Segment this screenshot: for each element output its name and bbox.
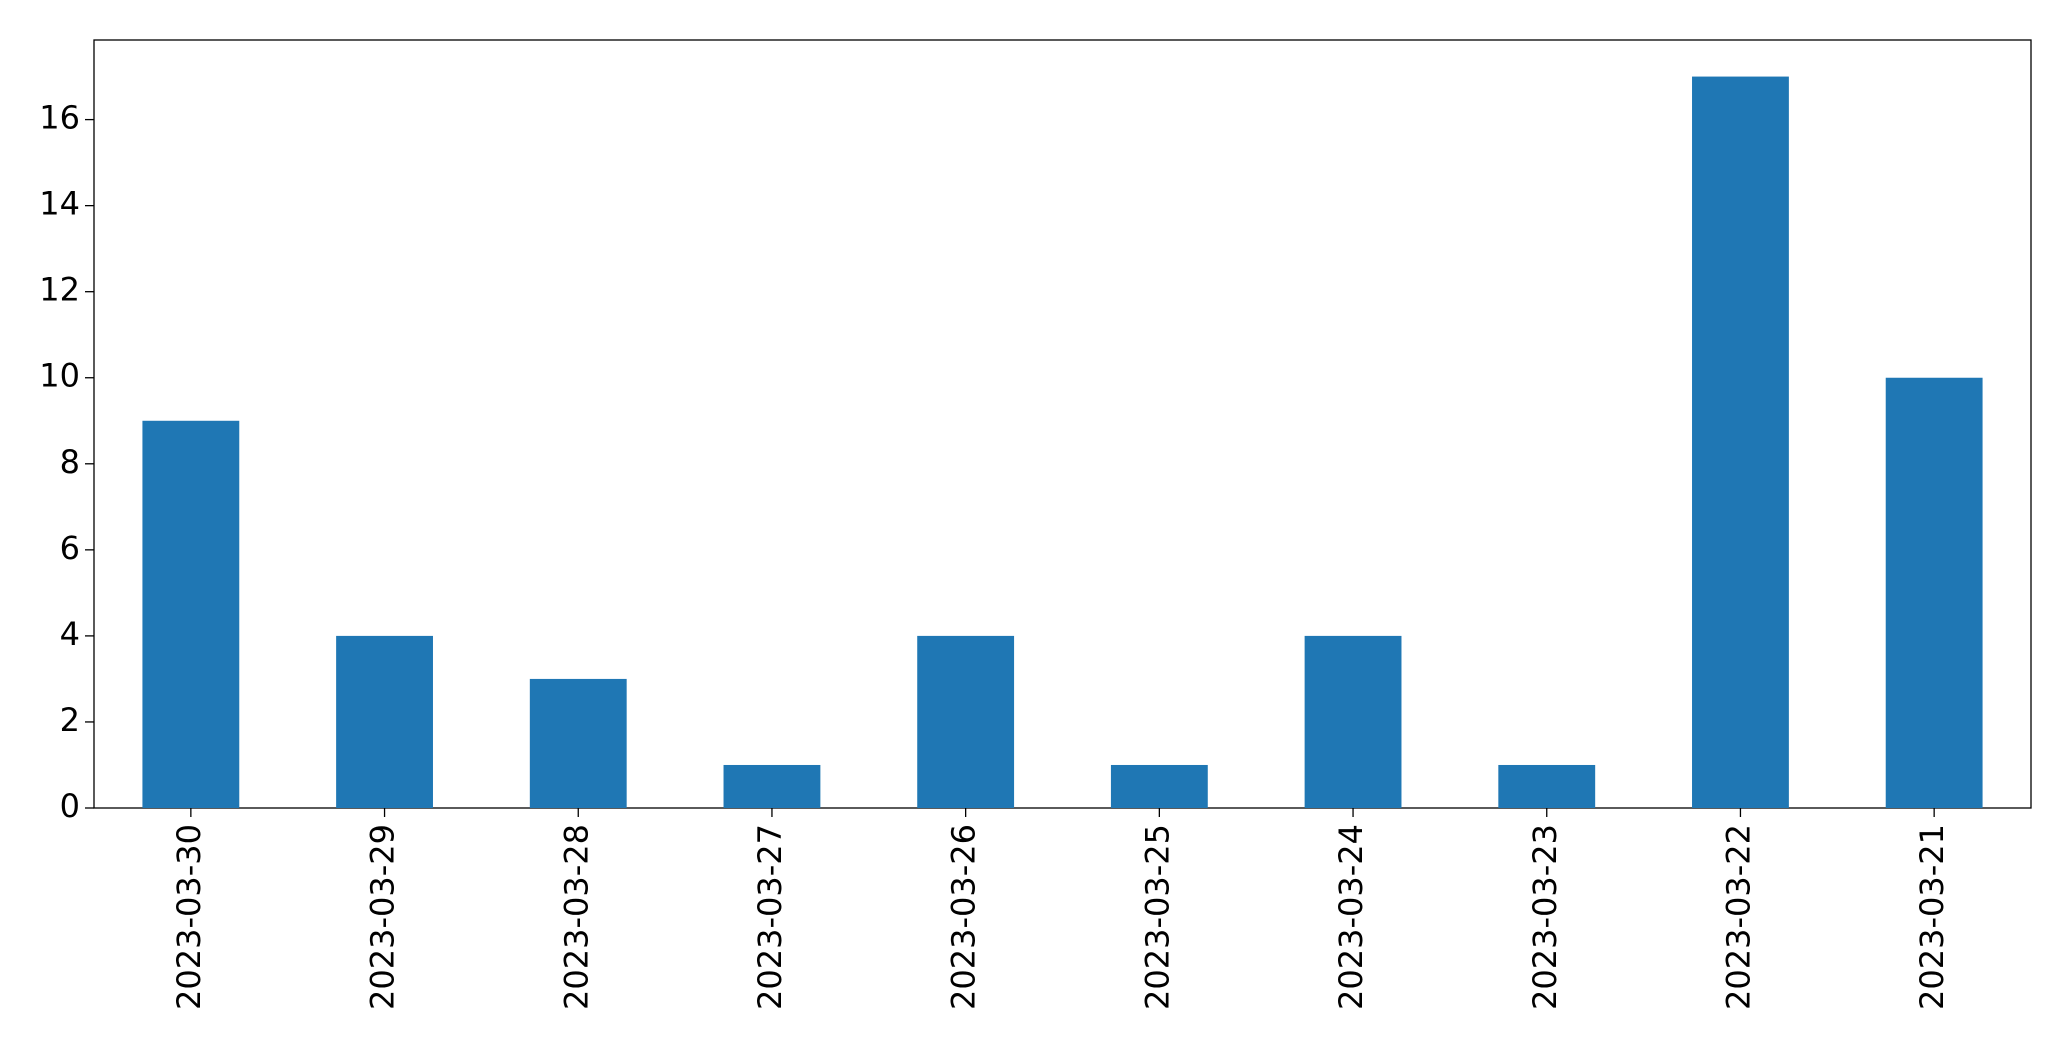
x-tick-label: 2023-03-29	[364, 824, 402, 1010]
plot-frame	[93, 39, 2032, 809]
y-tick-label: 4	[60, 615, 80, 653]
bar	[723, 764, 821, 808]
y-tick-label: 10	[39, 357, 80, 395]
bar	[917, 635, 1015, 808]
bar	[336, 635, 433, 808]
x-tick-label: 2023-03-30	[170, 824, 208, 1010]
y-tick-label: 16	[39, 99, 80, 137]
y-tick-label: 12	[39, 271, 80, 309]
y-tick-label: 2	[60, 701, 80, 739]
x-tick-label: 2023-03-25	[1138, 824, 1176, 1010]
bar	[529, 678, 627, 808]
y-tick-label: 14	[39, 185, 80, 223]
bar	[1498, 764, 1596, 808]
x-tick-label: 2023-03-24	[1332, 824, 1370, 1010]
x-tick-label: 2023-03-23	[1526, 824, 1564, 1010]
y-tick-label: 6	[60, 529, 80, 567]
bar	[1692, 76, 1789, 809]
bar	[142, 420, 240, 808]
y-tick-label: 8	[60, 443, 80, 481]
bar	[1110, 764, 1208, 808]
y-tick-label: 0	[60, 787, 80, 825]
bar	[1885, 377, 1983, 808]
x-tick-label: 2023-03-28	[557, 824, 595, 1010]
x-tick-label: 2023-03-27	[751, 824, 789, 1010]
x-tick-label: 2023-03-21	[1913, 824, 1951, 1010]
x-tick-label: 2023-03-22	[1719, 824, 1757, 1010]
bar	[1304, 635, 1402, 808]
x-tick-label: 2023-03-26	[945, 824, 983, 1010]
